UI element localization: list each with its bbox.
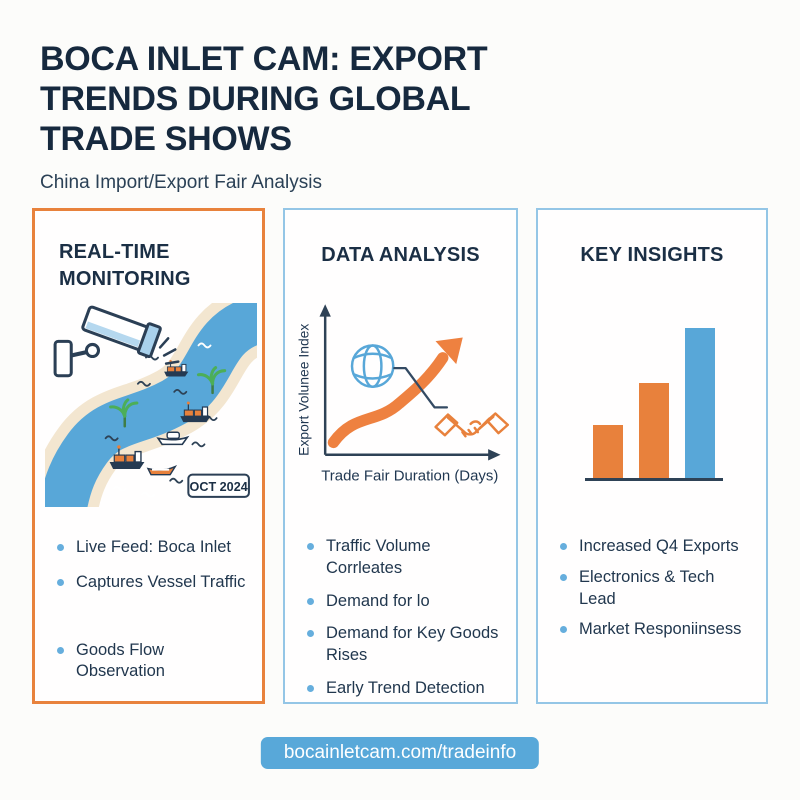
list-item: Increased Q4 Exports	[560, 536, 754, 558]
bullet-label: Market Responiinsess	[579, 620, 742, 639]
date-badge: OCT 2024	[187, 473, 250, 498]
bullet-label: Increased Q4 Exports	[579, 537, 739, 555]
palm-tree-icon	[109, 366, 227, 428]
trend-chart: Export Volunee Index Trade Fair Duration…	[296, 304, 510, 485]
date-badge-label: OCT 2024	[190, 480, 248, 494]
bullet-label: Demand for lo	[326, 591, 430, 610]
bar	[593, 425, 623, 478]
bullet-dot-icon	[307, 684, 314, 692]
bullet-dot-icon	[307, 543, 314, 550]
panel-key-insights: KEY INSIGHTS Increased Q4 Exports Electr…	[536, 208, 768, 704]
panel-title-analysis: DATA ANALYSIS	[321, 244, 480, 266]
list-item: Live Feed: Boca Inlet	[57, 537, 250, 559]
y-axis-arrow-icon	[319, 304, 331, 317]
page-subtitle: China Import/Export Fair Analysis	[40, 172, 322, 194]
insights-bullet-list: Increased Q4 Exports Electronics & Tech …	[560, 536, 754, 650]
list-item: Market Responiinsess	[560, 619, 754, 641]
list-item: Electronics & Tech Lead	[560, 567, 754, 611]
bullet-dot-icon	[57, 578, 64, 586]
bullet-dot-icon	[560, 626, 567, 634]
callout-line	[393, 367, 449, 409]
bullet-dot-icon	[57, 544, 64, 551]
trend-arrowhead-icon	[435, 337, 463, 365]
signal-lines-icon	[158, 337, 180, 365]
bullet-label: Live Feed: Boca Inlet	[76, 538, 232, 556]
bullet-dot-icon	[307, 597, 314, 605]
bullet-dot-icon	[560, 543, 567, 550]
page-title-line3: TRADE SHOWS	[40, 119, 292, 158]
monitoring-bullet-list: Live Feed: Boca Inlet Captures Vessel Tr…	[57, 537, 250, 696]
header: BOCA INLET CAM: EXPORT TRENDS DURING GLO…	[40, 40, 600, 194]
page-title-line2: TRENDS DURING GLOBAL	[40, 79, 471, 118]
cctv-camera-icon	[53, 305, 180, 378]
globe-icon	[350, 344, 395, 388]
river	[45, 303, 257, 507]
bullet-label: Captures Vessel Traffic	[76, 572, 246, 591]
bullet-label: Electronics & Tech Lead	[579, 567, 715, 608]
panel-real-time-monitoring: REAL-TIME MONITORING	[32, 208, 265, 704]
x-axis-arrow-icon	[488, 449, 501, 461]
bullet-label: Goods Flow Observation	[76, 640, 165, 681]
bullet-label: Traffic Volume Corrleates	[326, 537, 431, 577]
footer-url-link[interactable]: bocainletcam.com/tradeinfo	[260, 737, 540, 769]
bullet-dot-icon	[307, 630, 314, 638]
inlet-illustration: OCT 2024	[45, 303, 257, 507]
page-title: BOCA INLET CAM: EXPORT TRENDS DURING GLO…	[40, 40, 600, 159]
list-item: Demand for Key Goods Rises	[307, 623, 504, 667]
analysis-bullet-list: Traffic Volume Corrleates Demand for lo …	[307, 536, 504, 711]
page-title-line1: BOCA INLET CAM: EXPORT	[40, 40, 488, 78]
bullet-label: Demand for Key Goods Rises	[326, 624, 499, 665]
trend-curve	[327, 352, 449, 449]
list-item: Captures Vessel Traffic	[57, 572, 250, 594]
cargo-ship-icon	[109, 359, 211, 470]
list-item: Early Trend Detection	[307, 678, 504, 700]
bar-chart	[585, 328, 723, 481]
speedboat-icon	[146, 464, 178, 476]
list-item: Traffic Volume Corrleates	[307, 536, 504, 580]
list-item: Demand for lo	[307, 591, 504, 613]
y-axis-label: Export Volunee Index	[296, 324, 312, 456]
panel-title-insights: KEY INSIGHTS	[580, 244, 724, 266]
list-item: Goods Flow Observation	[57, 640, 250, 684]
chart-axes	[323, 314, 491, 457]
panel-data-analysis: DATA ANALYSIS	[283, 208, 518, 704]
bullet-dot-icon	[57, 646, 64, 654]
yacht-icon	[156, 431, 190, 446]
bullet-label: Early Trend Detection	[326, 678, 485, 697]
bar	[639, 383, 669, 478]
bullet-dot-icon	[560, 573, 567, 581]
x-axis-label: Trade Fair Duration (Days)	[321, 468, 498, 485]
handshake-icon	[434, 412, 510, 438]
panel-title-monitoring: REAL-TIME MONITORING	[59, 241, 191, 290]
bar	[685, 328, 715, 478]
